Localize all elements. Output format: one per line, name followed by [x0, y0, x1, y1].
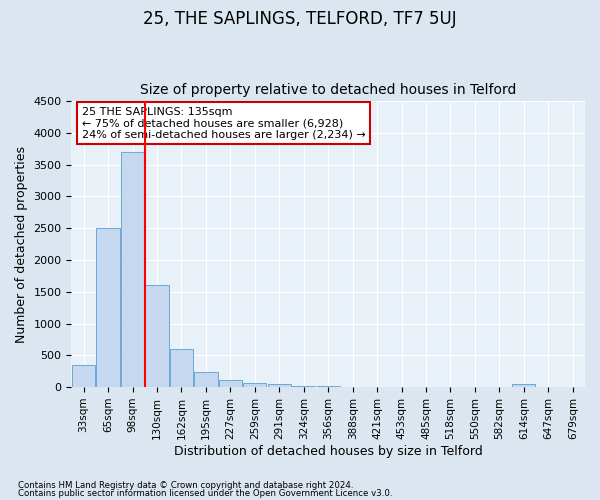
Bar	[145, 286, 169, 387]
Bar	[268, 384, 291, 387]
Bar	[317, 386, 340, 387]
Bar	[341, 386, 364, 387]
Bar	[170, 349, 193, 387]
Bar	[219, 380, 242, 387]
X-axis label: Distribution of detached houses by size in Telford: Distribution of detached houses by size …	[174, 444, 482, 458]
Bar	[121, 152, 144, 387]
Text: 25 THE SAPLINGS: 135sqm
← 75% of detached houses are smaller (6,928)
24% of semi: 25 THE SAPLINGS: 135sqm ← 75% of detache…	[82, 106, 365, 140]
Bar	[194, 372, 218, 387]
Text: 25, THE SAPLINGS, TELFORD, TF7 5UJ: 25, THE SAPLINGS, TELFORD, TF7 5UJ	[143, 10, 457, 28]
Bar	[512, 384, 535, 387]
Text: Contains public sector information licensed under the Open Government Licence v3: Contains public sector information licen…	[18, 489, 392, 498]
Bar	[72, 365, 95, 387]
Text: Contains HM Land Registry data © Crown copyright and database right 2024.: Contains HM Land Registry data © Crown c…	[18, 480, 353, 490]
Bar	[292, 386, 316, 387]
Y-axis label: Number of detached properties: Number of detached properties	[15, 146, 28, 342]
Bar	[97, 228, 120, 387]
Bar	[243, 383, 266, 387]
Title: Size of property relative to detached houses in Telford: Size of property relative to detached ho…	[140, 83, 517, 97]
